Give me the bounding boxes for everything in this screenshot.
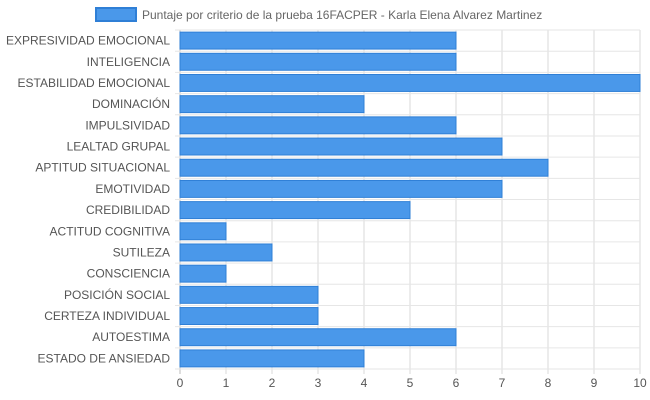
x-tick-label: 9 (591, 376, 598, 390)
y-tick-label: EXPRESIVIDAD EMOCIONAL (6, 34, 170, 48)
bar[interactable] (179, 95, 365, 114)
y-axis-labels: EXPRESIVIDAD EMOCIONAL INTELIGENCIA ESTABI… (6, 34, 170, 366)
bar[interactable] (179, 201, 411, 220)
bar[interactable] (179, 307, 319, 326)
bar[interactable] (179, 137, 503, 156)
bar[interactable] (179, 73, 641, 92)
y-tick-label: APTITUD SITUACIONAL (35, 161, 170, 175)
chart-bars (179, 31, 641, 368)
y-tick-label: ACTITUD COGNITIVA (50, 224, 170, 238)
y-tick-label: SUTILEZA (113, 245, 170, 259)
x-tick-label: 1 (223, 376, 230, 390)
y-tick-label: POSICIÓN SOCIAL (64, 287, 170, 302)
x-tick-label: 2 (269, 376, 276, 390)
bar[interactable] (179, 264, 227, 283)
x-tick-label: 0 (177, 376, 184, 390)
x-tick-label: 7 (499, 376, 506, 390)
x-tick-label: 4 (361, 376, 368, 390)
y-tick-label: ESTABILIDAD EMOCIONAL (18, 76, 171, 90)
y-tick-label: CREDIBILIDAD (86, 203, 170, 217)
x-tick-label: 6 (453, 376, 460, 390)
bar[interactable] (179, 179, 503, 198)
y-tick-label: IMPULSIVIDAD (85, 118, 170, 132)
bar[interactable] (179, 328, 457, 347)
x-tick-label: 10 (633, 376, 647, 390)
y-tick-label: DOMINACIÓN (92, 96, 170, 111)
y-tick-label: ESTADO DE ANSIEDAD (38, 351, 171, 365)
y-tick-label: INTELIGENCIA (87, 55, 170, 69)
bar[interactable] (179, 52, 457, 71)
y-tick-label: CERTEZA INDIVIDUAL (44, 309, 170, 323)
bar[interactable] (179, 285, 319, 304)
bar[interactable] (179, 116, 457, 135)
legend-swatch (95, 7, 137, 22)
bar[interactable] (179, 158, 549, 177)
legend-label: Puntaje por criterio de la prueba 16FACP… (142, 8, 542, 22)
bar[interactable] (179, 349, 365, 368)
x-axis-labels: 0 1 2 3 4 5 6 7 8 9 10 (177, 376, 647, 390)
y-tick-label: CONSCIENCIA (87, 267, 170, 281)
x-tick-label: 5 (407, 376, 414, 390)
bar[interactable] (179, 222, 227, 241)
x-tick-label: 3 (315, 376, 322, 390)
bar[interactable] (179, 31, 457, 50)
y-tick-label: LEALTAD GRUPAL (67, 140, 171, 154)
y-tick-label: AUTOESTIMA (92, 330, 170, 344)
x-tick-label: 8 (545, 376, 552, 390)
chart-legend[interactable]: Puntaje por criterio de la prueba 16FACP… (95, 7, 542, 22)
bar[interactable] (179, 243, 273, 262)
y-tick-label: EMOTIVIDAD (95, 182, 170, 196)
